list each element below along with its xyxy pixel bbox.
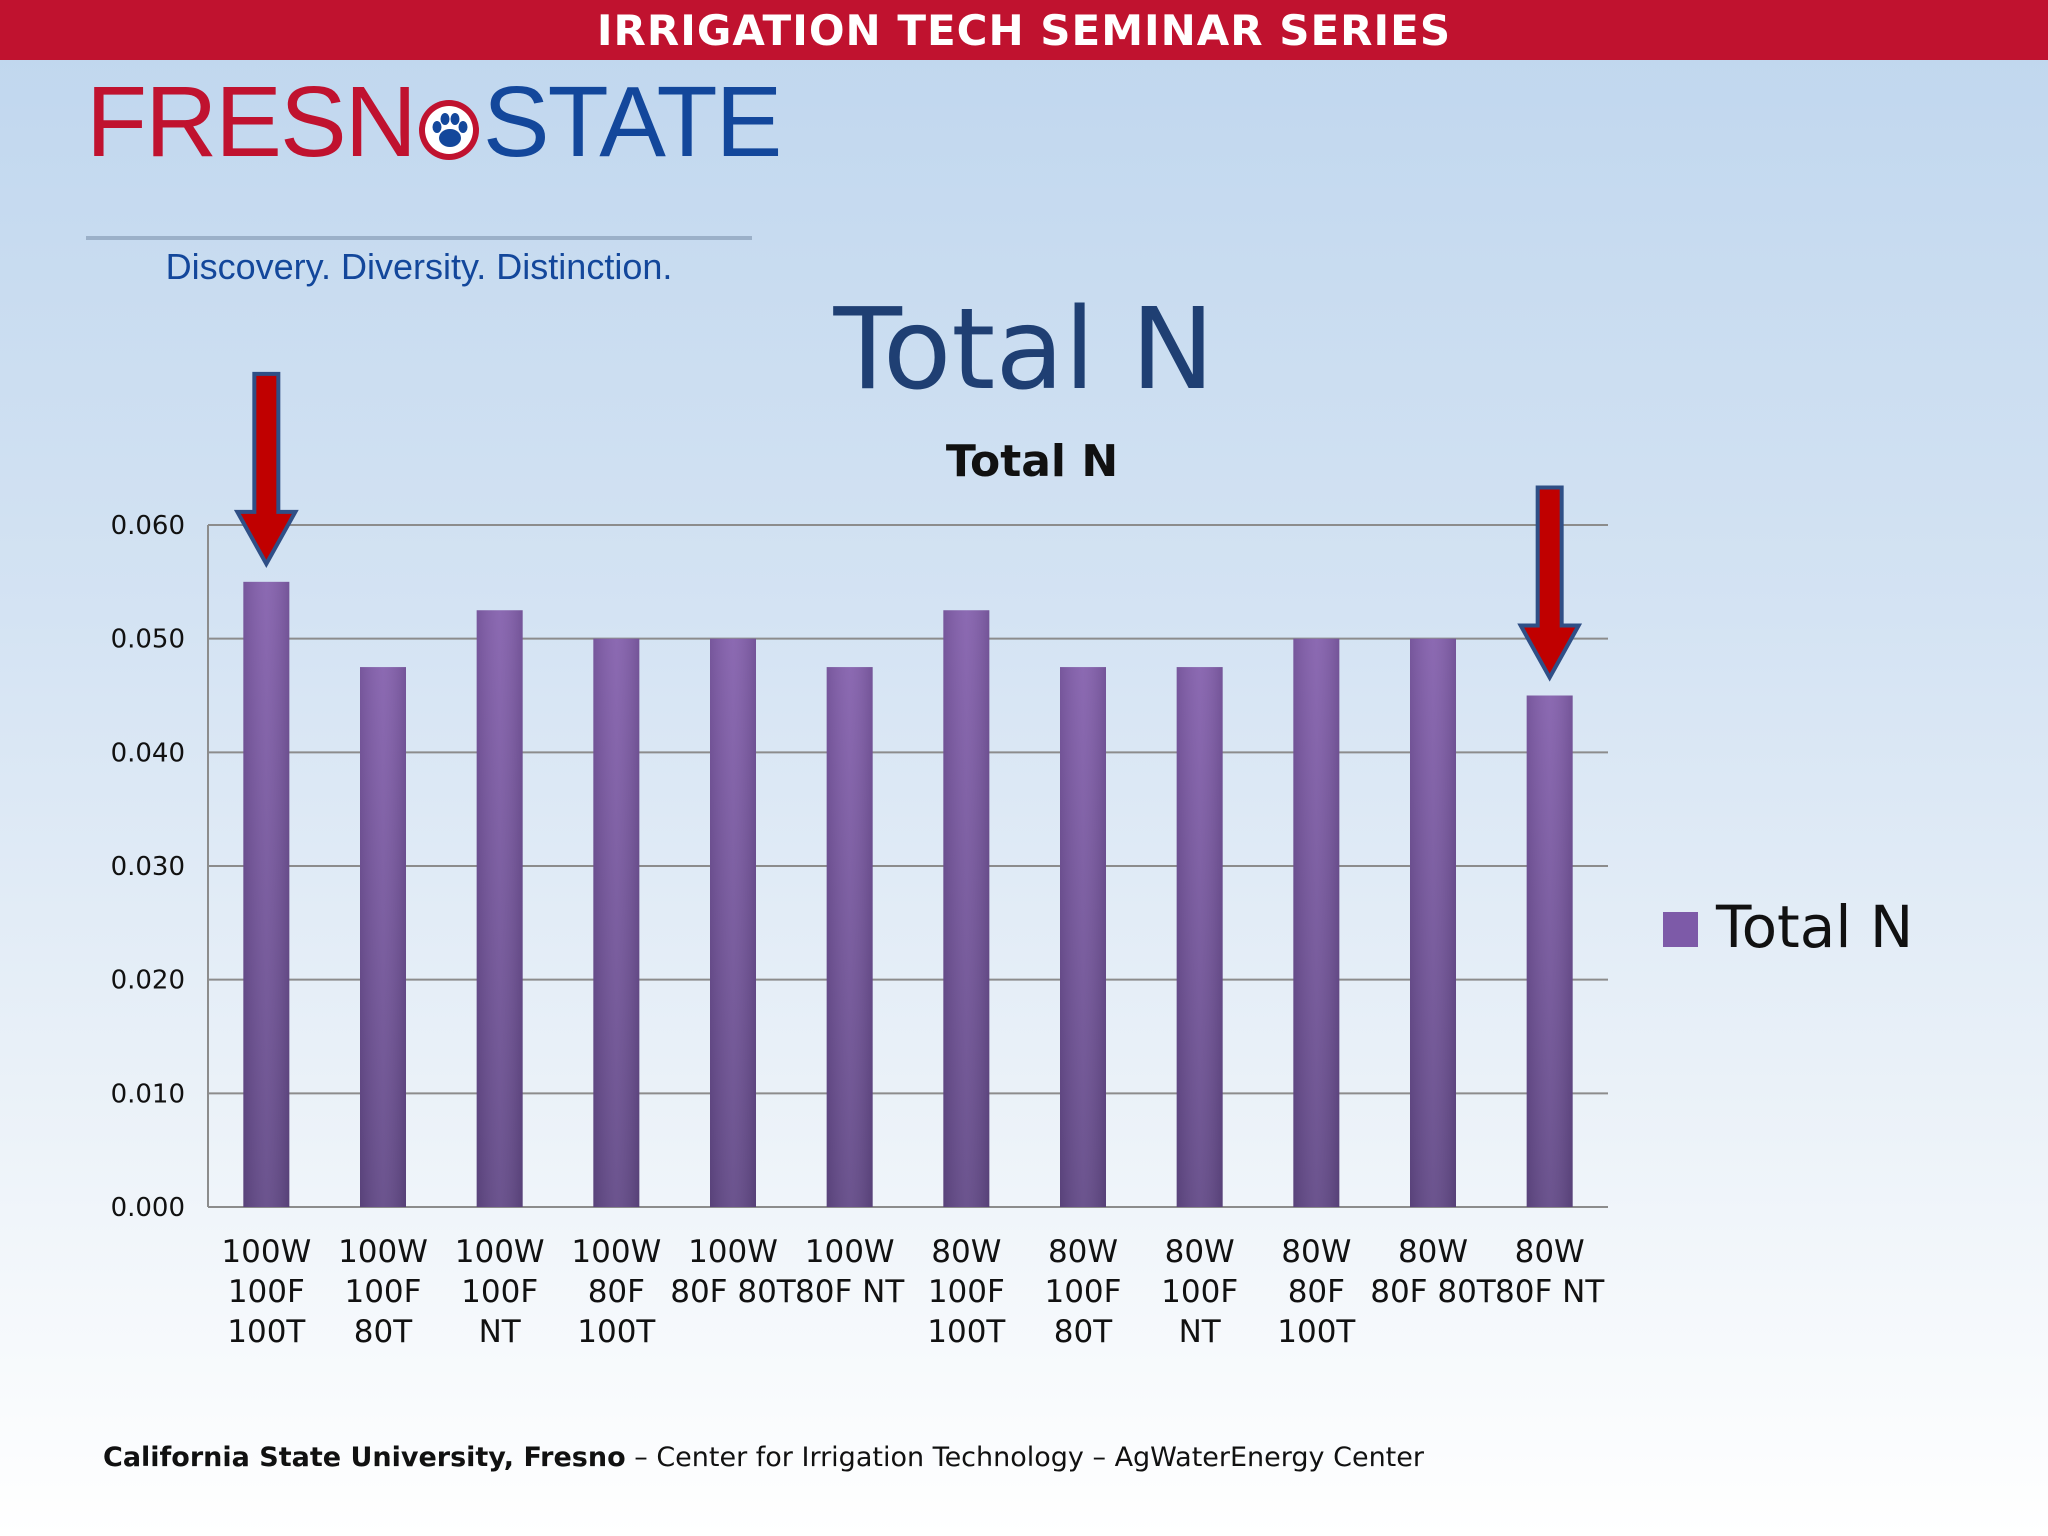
logo-wordmark: FRESN STATE [86, 70, 782, 175]
x-tick-label: 100F [1044, 1274, 1121, 1310]
x-tick-label: 100W [571, 1234, 661, 1270]
logo-word-right: STATE [482, 66, 782, 178]
x-tick-label: 100F [928, 1274, 1005, 1310]
x-tick-label: 80F NT [795, 1274, 905, 1310]
down-arrow-icon [233, 371, 299, 568]
x-tick-label: 80T [1054, 1314, 1113, 1350]
legend-swatch [1663, 912, 1698, 947]
legend-label: Total N [1715, 893, 1913, 961]
bar-shade [710, 638, 756, 1207]
y-tick-label: 0.000 [111, 1193, 185, 1223]
slide-title: Total N [833, 285, 1215, 415]
bar-shade [243, 581, 290, 1207]
x-tick-label: 100W [688, 1234, 778, 1270]
bar-shade [476, 610, 523, 1207]
y-tick-label: 0.010 [111, 1079, 185, 1109]
x-tick-label: 80W [1165, 1234, 1235, 1270]
x-tick-label: 80W [1398, 1234, 1468, 1270]
chart-title: Total N [946, 436, 1118, 487]
x-tick-label: 80F 80T [670, 1274, 797, 1310]
x-tick-label: 80W [1515, 1234, 1585, 1270]
x-tick-label: NT [479, 1314, 522, 1350]
logo-tagline: Discovery. Diversity. Distinction. [165, 246, 673, 287]
x-tick-label: 80F 80T [1370, 1274, 1497, 1310]
x-tick-label: 100W [338, 1234, 428, 1270]
bar-shade [1293, 638, 1340, 1207]
x-tick-label: 100F [461, 1274, 538, 1310]
paw-icon [418, 99, 479, 160]
x-tick-label: 100T [1277, 1314, 1356, 1350]
seminar-banner: IRRIGATION TECH SEMINAR SERIES [0, 0, 2048, 60]
y-tick-label: 0.040 [111, 738, 185, 768]
x-tick-label: 80F [588, 1274, 645, 1310]
y-tick-label: 0.060 [111, 511, 185, 541]
footer-rest: – Center for Irrigation Technology – AgW… [625, 1442, 1424, 1473]
y-tick-label: 0.050 [111, 625, 185, 655]
x-tick-label: 80F [1288, 1274, 1345, 1310]
bar-shade [1060, 667, 1106, 1207]
x-tick-label: 100W [455, 1234, 545, 1270]
x-tick-label: 100W [805, 1234, 895, 1270]
legend: Total N [1663, 893, 1913, 961]
fresno-state-logo: FRESN STATE Discovery. Diversity. Distin… [86, 70, 782, 287]
logo-rule [86, 236, 752, 240]
x-tick-label: 100F [1161, 1274, 1238, 1310]
x-tick-label: 80W [1281, 1234, 1351, 1270]
down-arrow-icon [1517, 485, 1583, 682]
bar-shade [360, 667, 406, 1207]
bar-shade [1526, 695, 1573, 1207]
x-tick-label: 100T [927, 1314, 1006, 1350]
x-tick-label: NT [1179, 1314, 1222, 1350]
x-tick-label: 100W [221, 1234, 311, 1270]
y-tick-label: 0.020 [111, 966, 185, 996]
banner-title: IRRIGATION TECH SEMINAR SERIES [596, 5, 1452, 55]
bar-shade [1410, 638, 1456, 1207]
x-tick-label: 80T [354, 1314, 413, 1350]
x-tick-label: 100T [577, 1314, 656, 1350]
bar-shade [826, 667, 873, 1207]
bar-shade [943, 610, 990, 1207]
footer-org: California State University, Fresno [103, 1442, 626, 1473]
x-tick-label: 80W [1048, 1234, 1118, 1270]
x-tick-label: 100F [344, 1274, 421, 1310]
logo-word-left: FRESN [86, 66, 417, 178]
x-tick-label: 80F NT [1495, 1274, 1605, 1310]
x-tick-label: 80W [931, 1234, 1001, 1270]
footer: California State University, Fresno – Ce… [103, 1442, 1424, 1473]
x-tick-label: 100T [227, 1314, 306, 1350]
bar-shade [593, 638, 640, 1207]
x-tick-label: 100F [228, 1274, 305, 1310]
y-tick-label: 0.030 [111, 852, 185, 882]
bar-shade [1176, 667, 1223, 1207]
